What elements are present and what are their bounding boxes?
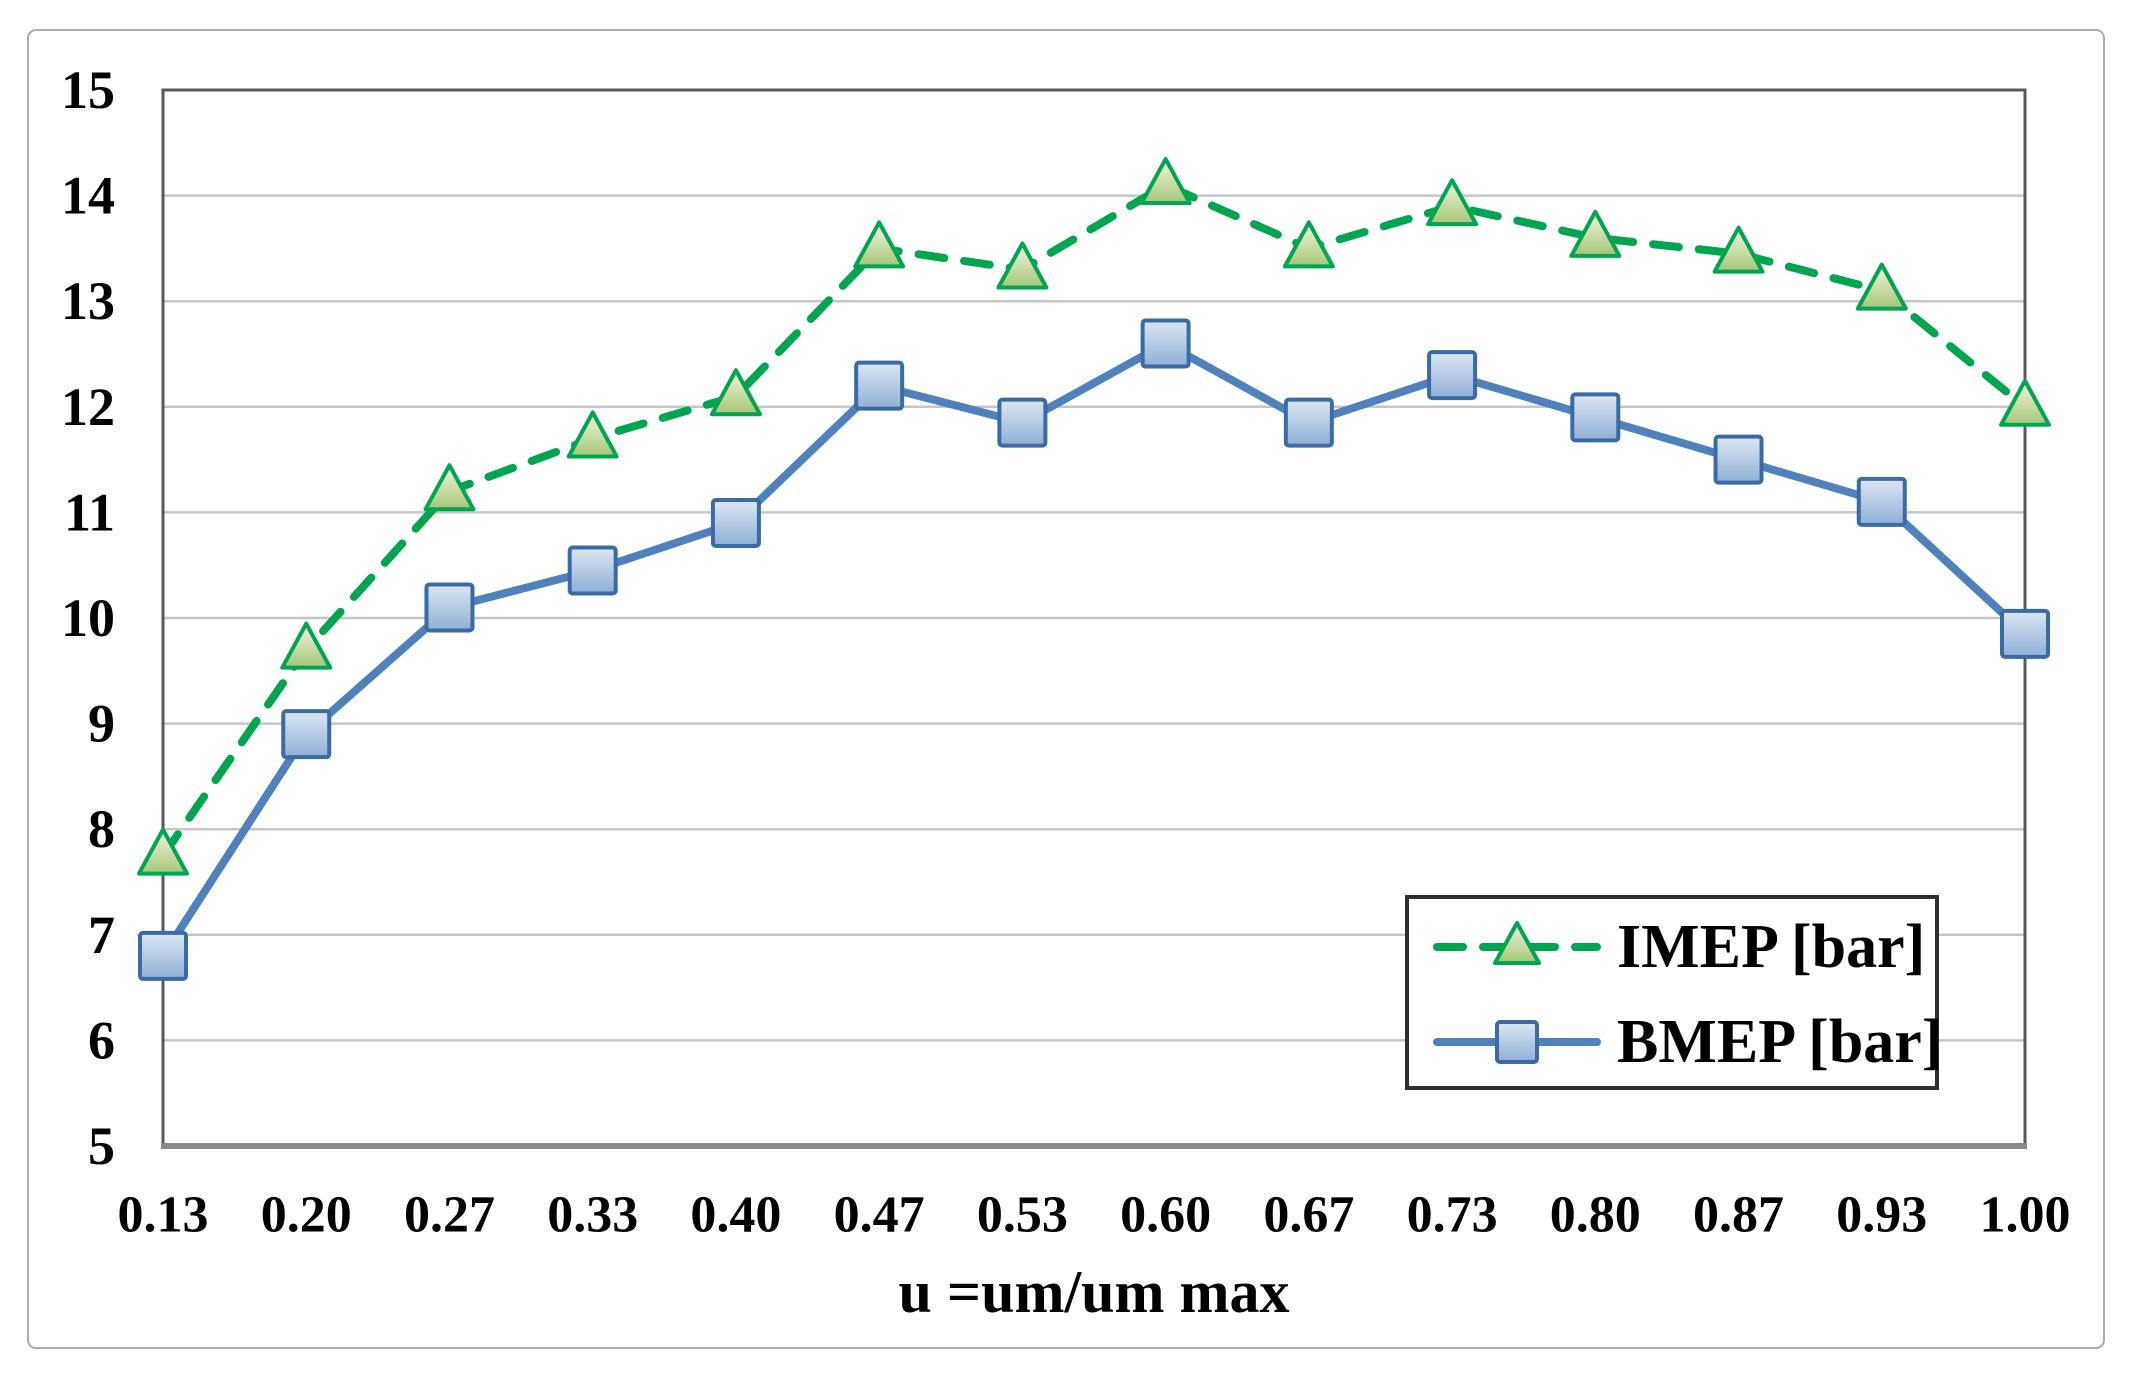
legend-entry: BMEP [bar] [1433, 1008, 1942, 1076]
triangle-marker [1139, 157, 1192, 206]
legend-label: BMEP [bar] [1617, 1008, 1942, 1076]
square-marker [2000, 608, 2050, 659]
legend-label: IMEP [bar] [1617, 913, 1925, 981]
square-marker [1283, 397, 1334, 448]
triangle-marker [280, 621, 333, 670]
y-tick-label: 5 [88, 1116, 115, 1176]
triangle-marker [1999, 378, 2051, 427]
triangle-marker [566, 410, 619, 459]
x-tick-label: 0.87 [1693, 1187, 1784, 1244]
square-marker [1140, 318, 1191, 369]
square-marker [138, 930, 188, 981]
x-tick-label: 1.00 [1980, 1187, 2071, 1244]
square-marker [1427, 350, 1478, 401]
triangle-marker [1493, 921, 1541, 965]
x-tick-label: 0.47 [834, 1187, 925, 1244]
triangle-marker [1282, 220, 1335, 269]
x-tick-label: 0.33 [547, 1187, 638, 1244]
square-marker [424, 582, 475, 633]
y-tick-label: 10 [61, 588, 115, 648]
legend: IMEP [bar] BMEP [bar] [1405, 895, 1942, 1090]
x-tick-label: 0.27 [404, 1187, 495, 1244]
triangle-marker [709, 368, 762, 417]
series-imep [137, 157, 2051, 876]
y-tick-label: 9 [88, 694, 115, 754]
square-marker [710, 497, 761, 548]
x-tick-label: 0.60 [1120, 1187, 1211, 1244]
triangle-marker [853, 220, 906, 269]
x-tick-label: 0.13 [118, 1187, 209, 1244]
y-tick-label: 12 [61, 377, 115, 437]
y-tick-label: 8 [88, 799, 115, 859]
x-tick-label: 0.67 [1263, 1187, 1354, 1244]
square-marker [854, 360, 905, 411]
y-axis-tick-labels: 5 6 7 8 9 10 11 12 13 14 15 [61, 60, 115, 1176]
x-tick-label: 0.93 [1836, 1187, 1927, 1244]
legend-entry: IMEP [bar] [1433, 913, 1925, 981]
y-tick-label: 11 [64, 482, 115, 542]
square-marker [281, 709, 332, 760]
square-marker [997, 397, 1048, 448]
x-tick-label: 0.53 [977, 1187, 1068, 1244]
triangle-marker [1569, 209, 1622, 258]
figure-border [27, 29, 2105, 1349]
y-tick-label: 6 [88, 1010, 115, 1070]
x-tick-label: 0.80 [1550, 1187, 1641, 1244]
x-tick-label: 0.40 [690, 1187, 781, 1244]
square-marker [1713, 434, 1764, 485]
triangle-marker [1712, 225, 1765, 274]
x-axis-tick-labels: 0.13 0.20 0.27 0.33 0.40 0.47 0.53 0.60 0.67 0.73… [118, 1187, 2071, 1244]
x-tick-label: 0.20 [261, 1187, 352, 1244]
triangle-marker [1426, 178, 1479, 227]
y-tick-label: 7 [88, 905, 115, 965]
triangle-marker [1855, 262, 1908, 311]
triangle-marker [423, 463, 476, 512]
y-tick-label: 13 [61, 271, 115, 331]
triangle-marker [137, 827, 189, 876]
x-axis-title: u =um/um max [899, 1259, 1290, 1325]
square-marker [1495, 1020, 1539, 1064]
square-marker [1570, 392, 1621, 443]
x-tick-label: 0.73 [1407, 1187, 1498, 1244]
data-series [137, 157, 2051, 981]
triangle-marker [996, 241, 1049, 290]
y-tick-label: 14 [61, 166, 115, 226]
square-marker [567, 545, 618, 596]
series-bmep [138, 318, 2050, 981]
square-marker [1856, 476, 1907, 527]
series-line [159, 181, 2029, 860]
y-tick-label: 15 [61, 60, 115, 120]
